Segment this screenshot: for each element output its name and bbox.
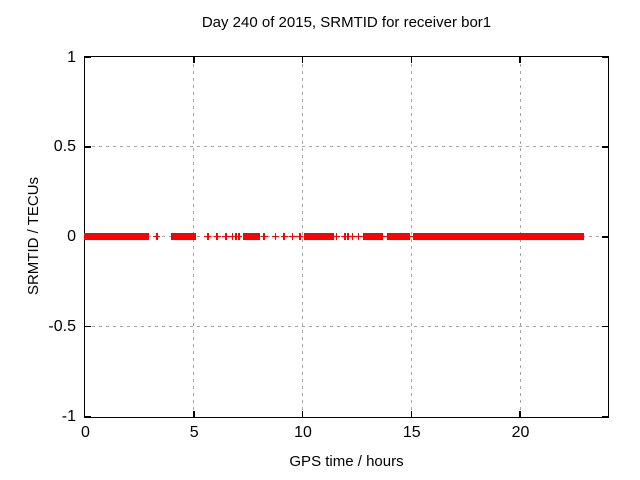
y-tick-label: -1	[61, 407, 76, 425]
data-point	[289, 233, 297, 240]
data-point	[405, 233, 413, 240]
y-tick-mark	[602, 325, 608, 328]
x-tick-label: 0	[81, 424, 90, 441]
y-tick-label: 0.5	[53, 138, 76, 156]
plus-vertical	[238, 233, 240, 240]
y-tick-mark	[85, 415, 91, 417]
plot-area	[83, 56, 609, 418]
data-bar	[389, 233, 408, 240]
plus-vertical	[362, 233, 365, 240]
data-point	[271, 233, 279, 240]
plus-vertical	[207, 233, 209, 240]
plus-vertical	[263, 233, 265, 240]
data-point	[153, 233, 161, 240]
grid-line-y	[85, 325, 608, 327]
data-point	[204, 233, 212, 240]
data-bar	[171, 233, 197, 240]
data-point	[333, 233, 341, 240]
data-point	[349, 233, 357, 240]
y-tick-label: -0.5	[48, 317, 76, 335]
x-tick-mark	[410, 57, 412, 63]
plus-vertical	[274, 233, 277, 240]
data-point	[260, 233, 268, 240]
x-axis-label: GPS time / hours	[289, 453, 404, 470]
data-point	[235, 233, 243, 240]
data-point	[378, 233, 386, 240]
data-point	[222, 233, 230, 240]
x-tick-mark	[301, 411, 304, 417]
y-tick-mark	[85, 146, 91, 148]
plus-vertical	[357, 233, 360, 240]
plus-vertical	[381, 233, 383, 240]
data-point	[280, 233, 288, 240]
y-tick-mark	[602, 56, 608, 58]
y-tick-label: 1	[67, 48, 76, 66]
grid-line-y	[85, 146, 608, 148]
plus-vertical	[155, 233, 158, 240]
data-point	[410, 233, 418, 240]
y-tick-mark	[602, 236, 608, 238]
plus-vertical	[291, 233, 294, 240]
plus-vertical	[351, 233, 354, 240]
y-tick-label: 0	[67, 228, 76, 245]
data-point	[213, 233, 221, 240]
chart-title: Day 240 of 2015, SRMTID for receiver bor…	[201, 14, 492, 31]
y-tick-mark	[85, 56, 91, 58]
y-tick-mark	[85, 325, 91, 328]
plus-vertical	[408, 233, 410, 240]
plus-vertical	[335, 233, 338, 240]
x-tick-label: 10	[294, 424, 312, 441]
y-tick-mark	[602, 415, 608, 417]
data-point	[344, 233, 352, 240]
data-bar	[304, 233, 335, 240]
plus-vertical	[283, 233, 285, 240]
x-tick-label: 15	[402, 424, 421, 441]
plus-vertical	[413, 233, 415, 240]
plus-vertical	[216, 233, 219, 240]
data-bar	[242, 233, 260, 240]
plus-vertical	[224, 233, 227, 240]
x-tick-mark	[519, 57, 521, 63]
x-tick-mark	[301, 57, 304, 63]
y-tick-mark	[602, 146, 608, 148]
plus-vertical	[299, 233, 301, 240]
x-tick-mark	[193, 411, 195, 417]
data-point	[296, 233, 304, 240]
data-bar	[83, 233, 150, 240]
data-point	[355, 233, 363, 240]
data-point	[359, 233, 367, 240]
data-bar	[364, 233, 382, 240]
x-tick-label: 20	[511, 424, 530, 441]
plus-vertical	[386, 233, 389, 240]
x-tick-mark	[193, 57, 195, 63]
data-point	[384, 233, 392, 240]
data-bar	[414, 233, 584, 240]
x-tick-mark	[519, 411, 521, 417]
x-tick-label: 5	[189, 424, 199, 441]
plus-vertical	[347, 233, 349, 240]
x-tick-mark	[410, 411, 412, 417]
